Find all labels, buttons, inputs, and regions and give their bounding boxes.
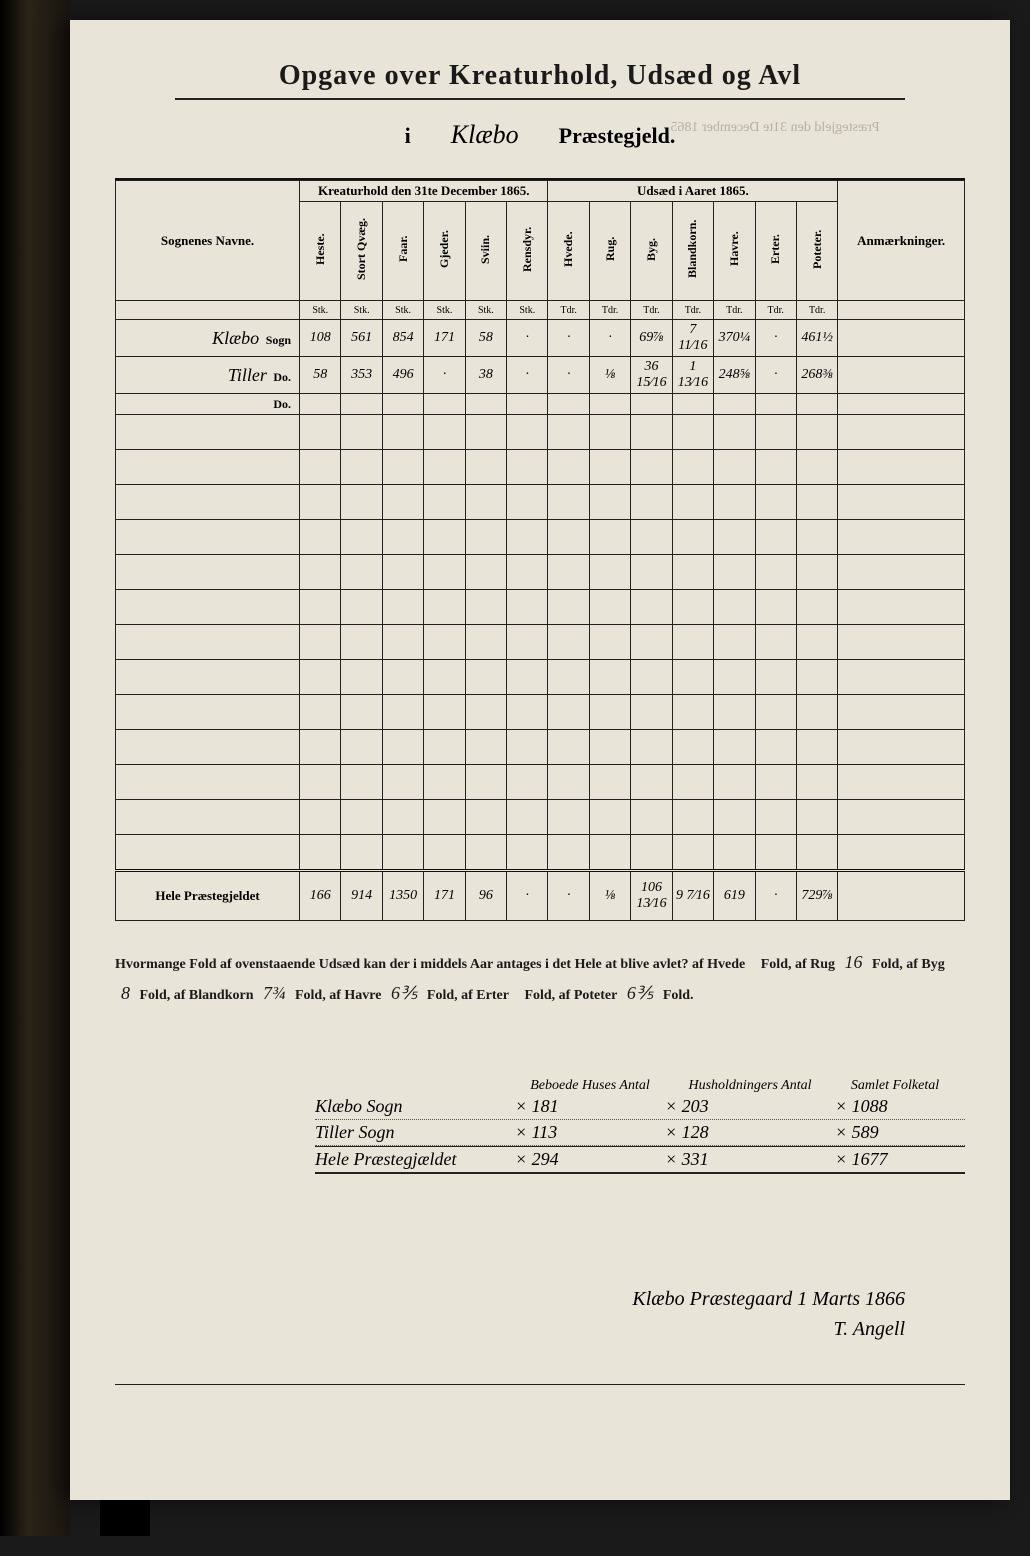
table-row — [116, 415, 965, 450]
table-row — [116, 695, 965, 730]
summary-row: Tiller Sogn× 113× 128× 589 — [315, 1120, 965, 1146]
col-erter: Erter. — [768, 204, 783, 294]
table-row — [116, 835, 965, 871]
col-faar: Faar. — [396, 204, 411, 294]
col-blandkorn: Blandkorn. — [685, 204, 700, 294]
yield-byg: 8 — [115, 983, 136, 1003]
summary-row: Klæbo Sogn× 181× 203× 1088 — [315, 1094, 965, 1120]
page-title: Opgave over Kreaturhold, Udsæd og Avl — [115, 60, 965, 92]
bleed-through-text: Præstegjeld den 31te December 1865. — [667, 120, 880, 136]
table-row — [116, 800, 965, 835]
summary-block: Beboede Huses Antal Husholdningers Antal… — [315, 1078, 965, 1174]
col-qvaeg: Stort Qvæg. — [354, 204, 369, 294]
col-hvede: Hvede. — [561, 204, 576, 294]
summary-row: Hele Præstegjældet× 294× 331× 1677 — [315, 1146, 965, 1174]
col-rug: Rug. — [603, 204, 618, 294]
summary-h3: Samlet Folketal — [835, 1078, 955, 1094]
table-row: Klæbo Sogn10856185417158···69⅞7 11⁄16370… — [116, 320, 965, 357]
census-table: Sognenes Navne. Kreaturhold den 31te Dec… — [115, 180, 965, 921]
col-poteter: Poteter. — [810, 204, 825, 294]
summary-h1: Beboede Huses Antal — [515, 1078, 665, 1094]
table-row — [116, 730, 965, 765]
table-row: Do. — [116, 394, 965, 415]
group-udsaed: Udsæd i Aaret 1865. — [548, 181, 838, 202]
table-row — [116, 660, 965, 695]
summary-h2: Husholdningers Antal — [665, 1078, 835, 1094]
parish-prefix: i — [405, 123, 411, 149]
table-row — [116, 485, 965, 520]
col-sogn: Sognenes Navne. — [116, 181, 300, 301]
parish-suffix: Præstegjeld. — [559, 123, 676, 149]
yield-rug: 16 — [839, 952, 869, 972]
parish-name: Klæbo — [451, 120, 519, 150]
unit-row: Stk.Stk.Stk.Stk.Stk.Stk. Tdr.Tdr.Tdr.Tdr… — [116, 301, 965, 320]
table-row — [116, 450, 965, 485]
yield-poteter: 6⅗ — [621, 983, 659, 1003]
col-sviin: Sviin. — [478, 204, 493, 294]
total-row: Hele Præstegjeldet 166 914 1350 171 96 ·… — [116, 871, 965, 921]
table-row — [116, 625, 965, 660]
yield-havre: 6⅗ — [385, 983, 423, 1003]
table-row — [116, 520, 965, 555]
table-row: Tiller Do.58353496·38··⅛36 15⁄161 13⁄162… — [116, 357, 965, 394]
signature-date: Klæbo Præstegaard 1 Marts 1866 — [115, 1284, 905, 1314]
total-label: Hele Præstegjeldet — [116, 871, 300, 921]
yield-paragraph: Hvormange Fold af ovenstaaende Udsæd kan… — [115, 947, 965, 1008]
yield-blandkorn: 7¾ — [257, 983, 292, 1003]
col-gjeder: Gjeder. — [437, 204, 452, 294]
col-byg: Byg. — [644, 204, 659, 294]
col-remarks: Anmærkninger. — [838, 181, 965, 301]
signature-name: T. Angell — [115, 1314, 905, 1344]
signature-block: Klæbo Præstegaard 1 Marts 1866 T. Angell — [115, 1284, 965, 1344]
col-havre: Havre. — [727, 204, 742, 294]
document-page: Præstegjeld den 31te December 1865. Opga… — [70, 20, 1010, 1500]
table-row — [116, 590, 965, 625]
col-heste: Heste. — [313, 204, 328, 294]
group-kreatur: Kreaturhold den 31te December 1865. — [300, 181, 548, 202]
col-rensdyr: Rensdyr. — [520, 204, 535, 294]
table-row — [116, 765, 965, 800]
table-row — [116, 555, 965, 590]
